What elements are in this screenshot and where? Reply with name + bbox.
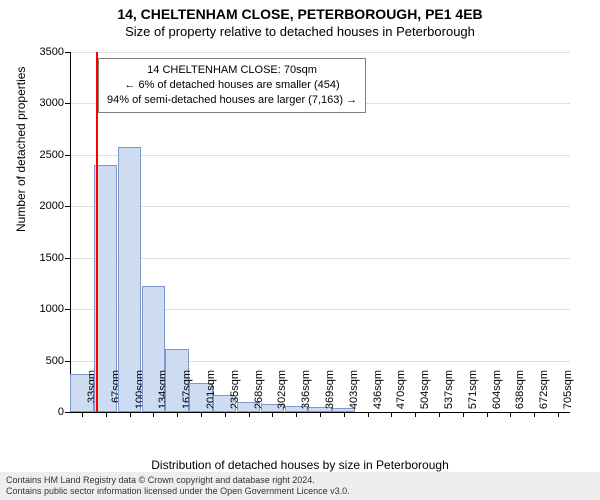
x-tick xyxy=(320,412,321,417)
x-tick-label: 268sqm xyxy=(253,370,265,420)
x-tick xyxy=(439,412,440,417)
y-tick-label: 1000 xyxy=(24,303,64,315)
x-tick xyxy=(558,412,559,417)
x-tick xyxy=(368,412,369,417)
x-tick-label: 672sqm xyxy=(538,370,550,420)
x-axis-label: Distribution of detached houses by size … xyxy=(0,458,600,472)
chart: 050010001500200025003000350033sqm67sqm10… xyxy=(70,52,570,412)
x-tick xyxy=(415,412,416,417)
x-tick xyxy=(272,412,273,417)
annotation-line-2: ← 6% of detached houses are smaller (454… xyxy=(107,78,357,93)
y-axis-label: Number of detached properties xyxy=(14,67,28,232)
y-tick-label: 3000 xyxy=(24,97,64,109)
y-tick-label: 2500 xyxy=(24,149,64,161)
x-tick xyxy=(130,412,131,417)
x-tick-label: 705sqm xyxy=(562,370,574,420)
x-tick-label: 504sqm xyxy=(419,370,431,420)
x-tick-label: 336sqm xyxy=(300,370,312,420)
x-tick xyxy=(487,412,488,417)
annotation-line-1: 14 CHELTENHAM CLOSE: 70sqm xyxy=(107,63,357,78)
x-tick-label: 638sqm xyxy=(514,370,526,420)
y-tick-label: 1500 xyxy=(24,252,64,264)
x-tick xyxy=(391,412,392,417)
x-tick xyxy=(510,412,511,417)
x-tick-label: 369sqm xyxy=(324,370,336,420)
annotation-line-3: 94% of semi-detached houses are larger (… xyxy=(107,93,357,108)
footer-line-1: Contains HM Land Registry data © Crown c… xyxy=(6,475,594,486)
gridline xyxy=(70,258,570,259)
y-tick-label: 2000 xyxy=(24,200,64,212)
x-tick xyxy=(463,412,464,417)
x-tick xyxy=(534,412,535,417)
page-title: 14, CHELTENHAM CLOSE, PETERBOROUGH, PE1 … xyxy=(0,0,600,22)
x-tick xyxy=(296,412,297,417)
x-tick xyxy=(225,412,226,417)
page-subtitle: Size of property relative to detached ho… xyxy=(0,22,600,39)
x-tick-label: 571sqm xyxy=(467,370,479,420)
y-tick-label: 500 xyxy=(24,355,64,367)
x-tick-label: 537sqm xyxy=(443,370,455,420)
y-axis xyxy=(70,52,71,412)
footer-line-2: Contains public sector information licen… xyxy=(6,486,594,497)
x-tick xyxy=(201,412,202,417)
x-tick xyxy=(249,412,250,417)
x-tick-label: 604sqm xyxy=(491,370,503,420)
annotation-box: 14 CHELTENHAM CLOSE: 70sqm ← 6% of detac… xyxy=(98,58,366,113)
y-tick-label: 0 xyxy=(24,406,64,418)
x-tick xyxy=(106,412,107,417)
x-tick xyxy=(344,412,345,417)
x-tick-label: 235sqm xyxy=(229,370,241,420)
x-tick-label: 302sqm xyxy=(276,370,288,420)
x-tick xyxy=(82,412,83,417)
gridline xyxy=(70,155,570,156)
gridline xyxy=(70,52,570,53)
x-tick-label: 403sqm xyxy=(348,370,360,420)
footer: Contains HM Land Registry data © Crown c… xyxy=(0,472,600,500)
gridline xyxy=(70,206,570,207)
y-tick-label: 3500 xyxy=(24,46,64,58)
x-tick-label: 470sqm xyxy=(395,370,407,420)
x-tick-label: 436sqm xyxy=(372,370,384,420)
x-tick xyxy=(153,412,154,417)
x-tick xyxy=(177,412,178,417)
